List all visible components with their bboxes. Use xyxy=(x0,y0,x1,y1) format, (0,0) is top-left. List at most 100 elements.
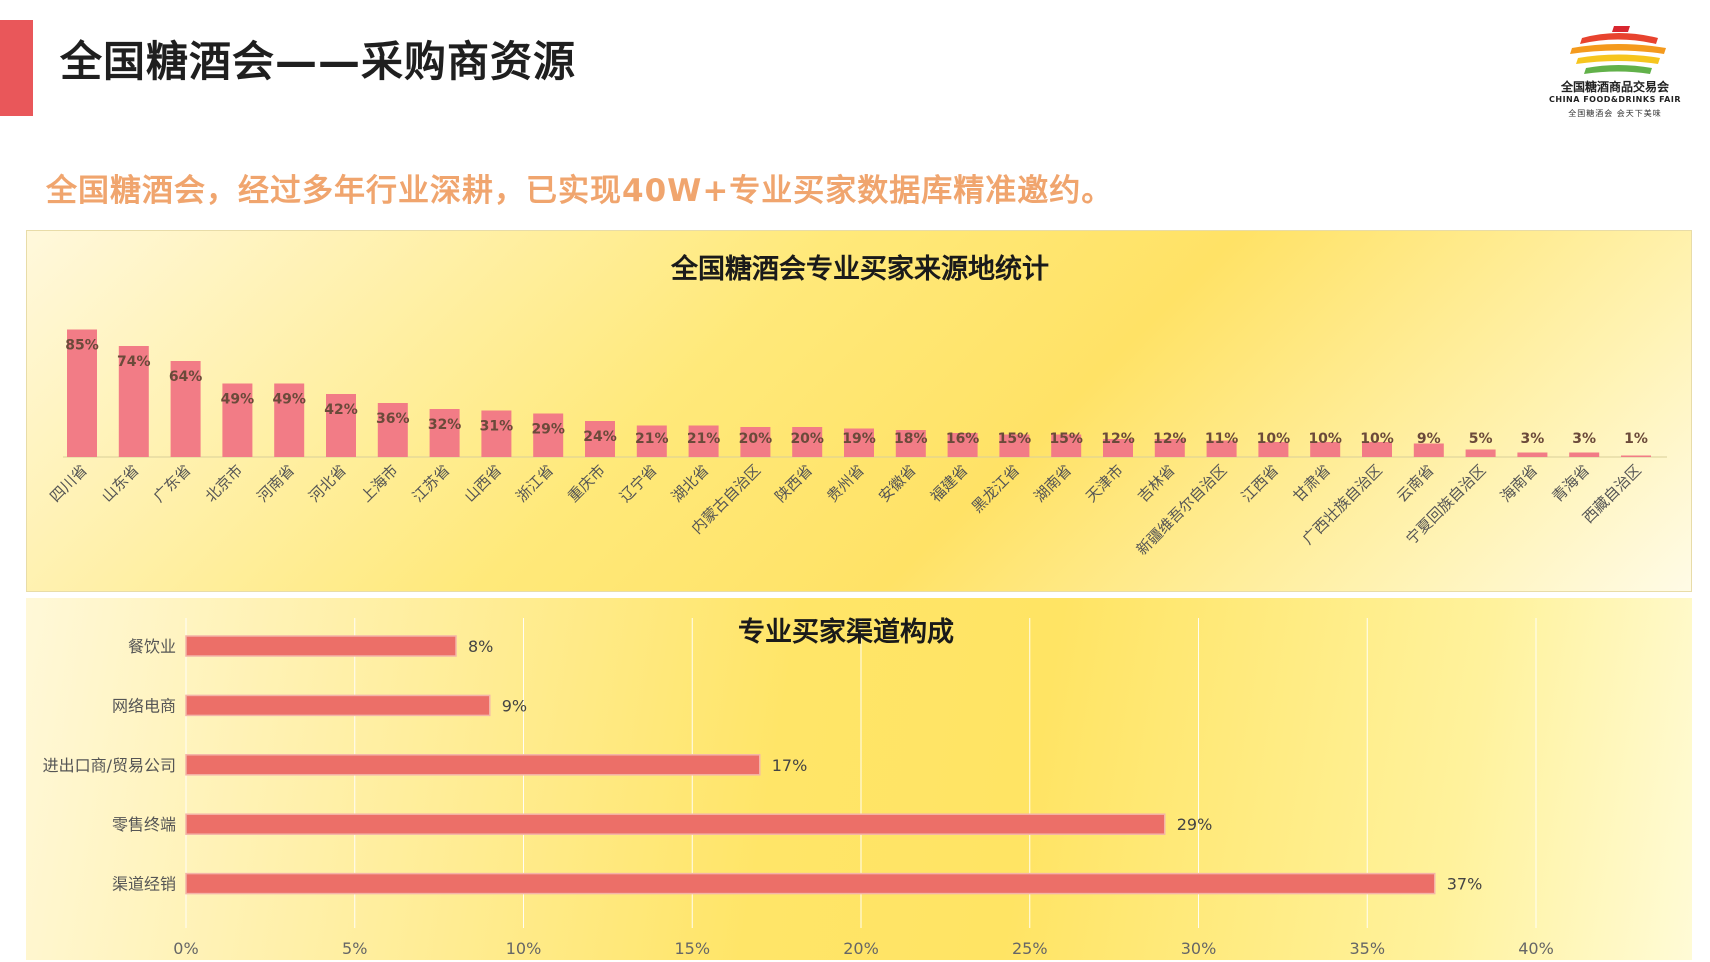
origin-data-label: 42% xyxy=(324,402,358,418)
channel-data-label: 8% xyxy=(468,637,493,656)
origin-bar xyxy=(1517,452,1548,457)
origin-data-label: 12% xyxy=(1153,431,1187,447)
logo-name-cn: 全国糖酒商品交易会 xyxy=(1560,80,1669,94)
channel-tick-label: 35% xyxy=(1349,939,1385,958)
origin-data-label: 1% xyxy=(1624,431,1648,447)
origin-data-label: 5% xyxy=(1469,431,1493,447)
origin-category-label: 江西省 xyxy=(1238,461,1283,506)
origin-bar xyxy=(1362,442,1392,457)
origin-category-label: 江苏省 xyxy=(409,461,454,506)
origin-data-label: 15% xyxy=(998,431,1032,447)
page-subtitle: 全国糖酒会，经过多年行业深耕，已实现40W+专业买家数据库精准邀约。 xyxy=(46,173,1114,209)
origin-category-label: 贵州省 xyxy=(823,461,868,506)
origin-category-label: 湖南省 xyxy=(1030,461,1075,506)
origin-data-label: 3% xyxy=(1572,431,1596,447)
origin-category-label: 山西省 xyxy=(461,461,506,506)
logo-name-en: CHINA FOOD&DRINKS FAIR xyxy=(1549,95,1681,104)
channel-bar xyxy=(185,754,761,776)
origin-bar xyxy=(1103,439,1133,457)
channel-chart-title: 专业买家渠道构成 xyxy=(738,617,954,648)
channel-bar xyxy=(185,813,1166,835)
channel-tick-label: 40% xyxy=(1518,939,1554,958)
origin-category-label: 新疆维吾尔自治区 xyxy=(1133,461,1231,559)
origin-category-label: 浙江省 xyxy=(512,461,557,506)
origin-data-label: 15% xyxy=(1049,431,1083,447)
origin-bar-chart: 85% 四川省 74% 山东省 64% 广东省 49% 北京市 49% 河南省 42% 河北省 36% 上… xyxy=(46,329,1667,559)
origin-data-label: 49% xyxy=(272,392,306,408)
origin-bar xyxy=(481,410,512,457)
origin-bar xyxy=(895,430,926,457)
origin-category-label: 四川省 xyxy=(46,461,91,506)
channel-category-label: 网络电商 xyxy=(112,696,176,715)
origin-data-label: 21% xyxy=(687,431,721,447)
origin-data-label: 29% xyxy=(531,422,565,438)
channel-tick-label: 0% xyxy=(173,939,198,958)
origin-data-label: 31% xyxy=(480,419,514,435)
origin-bar xyxy=(326,394,356,457)
origin-bar xyxy=(274,383,305,457)
origin-data-label: 85% xyxy=(65,338,99,354)
origin-data-label: 32% xyxy=(428,417,462,433)
origin-data-label: 10% xyxy=(1257,431,1291,447)
channel-tick-label: 5% xyxy=(342,939,367,958)
origin-bar xyxy=(636,425,667,457)
origin-bar xyxy=(377,403,408,457)
origin-data-label: 10% xyxy=(1360,431,1394,447)
origin-category-label: 海南省 xyxy=(1497,461,1542,506)
channel-bar xyxy=(185,694,491,717)
origin-data-label: 18% xyxy=(894,431,928,447)
origin-bar xyxy=(844,428,874,457)
origin-data-label: 19% xyxy=(842,431,876,447)
origin-bar xyxy=(1206,440,1237,457)
channel-category-label: 零售终端 xyxy=(112,815,176,834)
origin-data-label: 74% xyxy=(117,354,151,370)
origin-bar xyxy=(1051,434,1082,457)
channel-category-label: 进出口商/贸易公司 xyxy=(43,756,176,775)
logo-slogan: 全国糖酒会 会天下美味 xyxy=(1568,109,1662,118)
origin-category-label: 河南省 xyxy=(253,461,298,506)
origin-category-label: 山东省 xyxy=(98,461,143,506)
origin-data-label: 24% xyxy=(583,429,617,445)
origin-category-label: 湖北省 xyxy=(668,461,713,506)
origin-category-label: 北京市 xyxy=(202,461,247,506)
origin-bar xyxy=(533,413,564,457)
origin-data-label: 64% xyxy=(169,369,203,385)
channel-data-label: 37% xyxy=(1447,875,1483,894)
origin-bar xyxy=(740,427,771,457)
channel-bar xyxy=(185,872,1436,895)
origin-data-label: 10% xyxy=(1308,431,1342,447)
origin-data-label: 20% xyxy=(790,431,824,447)
origin-bar xyxy=(792,427,823,457)
channel-data-label: 29% xyxy=(1177,815,1213,834)
origin-bar xyxy=(118,346,149,457)
origin-category-label: 天津市 xyxy=(1082,461,1127,506)
origin-bar xyxy=(1258,442,1289,457)
origin-category-label: 云南省 xyxy=(1393,461,1438,506)
origin-category-label: 河北省 xyxy=(305,461,350,506)
channel-bar xyxy=(185,635,457,657)
channel-category-label: 餐饮业 xyxy=(128,637,176,656)
origin-category-label: 广东省 xyxy=(150,461,195,506)
origin-data-label: 21% xyxy=(635,431,669,447)
origin-bar xyxy=(947,433,978,457)
origin-data-label: 11% xyxy=(1205,431,1239,447)
origin-bar xyxy=(688,425,719,457)
origin-category-label: 安徽省 xyxy=(875,461,920,506)
channel-tick-label: 15% xyxy=(674,939,710,958)
origin-category-label: 甘肃省 xyxy=(1289,461,1334,506)
origin-bar xyxy=(585,421,615,457)
origin-data-label: 3% xyxy=(1521,431,1545,447)
channel-tick-label: 20% xyxy=(843,939,879,958)
origin-bar xyxy=(170,361,201,457)
origin-bar xyxy=(67,329,97,457)
origin-bar xyxy=(1310,442,1341,457)
origin-chart-panel: 全国糖酒会专业买家来源地统计 85% 四川省 74% 山东省 64% 广东省 49% 北京市 4… xyxy=(26,230,1692,592)
channel-bar-chart: 0% 5% 10% 15% 20% 25% 30% 35% 40% 餐饮业 8% 网络电商 9% 进出口商… xyxy=(43,618,1554,958)
channel-chart-panel: 0% 5% 10% 15% 20% 25% 30% 35% 40% 餐饮业 8% 网络电商 9% 进出口商… xyxy=(26,598,1692,960)
origin-bar xyxy=(1569,452,1600,457)
origin-bar xyxy=(999,434,1030,457)
origin-bar xyxy=(222,383,253,457)
fair-logo-mark-icon xyxy=(1570,26,1666,74)
origin-data-label: 9% xyxy=(1417,431,1441,447)
origin-category-label: 陕西省 xyxy=(771,461,816,506)
